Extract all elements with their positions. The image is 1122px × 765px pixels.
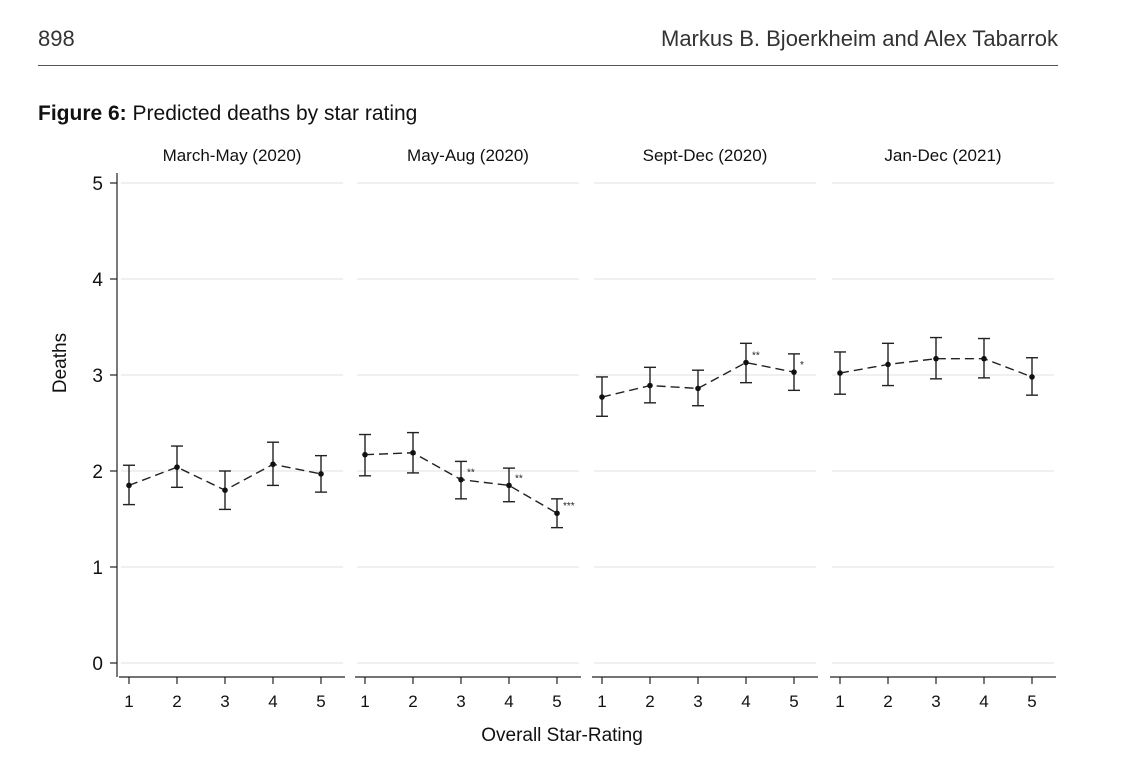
x-tick-label: 4 — [979, 692, 988, 711]
x-tick-label: 5 — [316, 692, 325, 711]
significance-label: *** — [563, 501, 575, 512]
data-point — [410, 449, 416, 456]
panel-title: Sept-Dec (2020) — [643, 146, 768, 165]
x-tick-label: 1 — [835, 692, 844, 711]
x-tick-label: 5 — [552, 692, 561, 711]
x-tick-label: 2 — [645, 692, 654, 711]
x-tick-label: 1 — [597, 692, 606, 711]
x-tick-label: 4 — [268, 692, 277, 711]
figure-title: Predicted deaths by star rating — [132, 102, 418, 125]
running-head-authors: Markus B. Bjoerkheim and Alex Tabarrok — [661, 26, 1058, 51]
chart-panel: Sept-Dec (2020)1 2 3 4 5*** — [592, 146, 818, 711]
page-number: 898 — [38, 26, 75, 51]
data-point — [318, 471, 324, 477]
x-tick-label: 2 — [408, 692, 417, 711]
y-tick-label: 1 — [92, 558, 103, 579]
data-point — [837, 370, 843, 376]
series-line — [839, 357, 1033, 378]
significance-label: ** — [515, 473, 523, 484]
x-tick-label: 3 — [456, 692, 465, 711]
y-tick-label: 0 — [92, 654, 103, 675]
x-tick-label: 2 — [883, 692, 892, 711]
x-tick-label: 5 — [1027, 692, 1036, 711]
chart-panel: March-May (2020) 1 2 3 4 5 — [119, 146, 345, 711]
x-tick-label: 2 — [172, 692, 181, 711]
data-point — [885, 361, 891, 368]
figure-caption: Figure 6: Predicted deaths by star ratin… — [38, 102, 417, 126]
data-point — [599, 394, 605, 400]
x-tick-label: 3 — [931, 692, 940, 711]
data-point — [743, 359, 749, 366]
x-tick-label: 4 — [504, 692, 513, 711]
data-point — [270, 461, 276, 468]
significance-label: ** — [752, 351, 760, 362]
y-tick-label: 4 — [92, 270, 103, 291]
data-point — [222, 487, 228, 494]
data-point — [647, 382, 653, 389]
x-tick-label: 1 — [360, 692, 369, 711]
data-point — [1029, 374, 1035, 380]
x-tick-label: 5 — [789, 692, 798, 711]
data-point — [458, 476, 464, 483]
significance-label: * — [800, 360, 804, 371]
x-tick-label: 4 — [741, 692, 750, 711]
chart-panel: May-Aug (2020)1 2 3 4 5******* — [355, 146, 581, 711]
figure-label: Figure 6: — [38, 102, 127, 125]
chart-panel: Jan-Dec (2021) 1 2 3 4 5 — [830, 146, 1056, 711]
y-axis-label: Deaths — [50, 333, 71, 393]
y-tick-label: 5 — [92, 174, 103, 195]
header-rule — [38, 65, 1058, 66]
data-point — [933, 355, 939, 362]
data-point — [791, 369, 797, 375]
data-point — [981, 355, 987, 362]
series-line — [601, 361, 795, 398]
data-point — [362, 451, 368, 458]
panel-title: March-May (2020) — [163, 146, 302, 165]
data-point — [554, 510, 560, 517]
data-point — [506, 482, 512, 489]
significance-label: ** — [467, 468, 475, 479]
panel-title: May-Aug (2020) — [407, 146, 529, 165]
data-point — [695, 385, 701, 392]
x-axis-label: Overall Star-Rating — [481, 725, 643, 746]
y-tick-label: 2 — [92, 462, 103, 483]
panel-title: Jan-Dec (2021) — [884, 146, 1001, 165]
x-tick-label: 3 — [220, 692, 229, 711]
x-tick-label: 3 — [693, 692, 702, 711]
x-tick-label: 1 — [124, 692, 133, 711]
y-tick-label: 3 — [92, 366, 103, 387]
data-point — [126, 482, 132, 489]
data-point — [174, 464, 180, 470]
